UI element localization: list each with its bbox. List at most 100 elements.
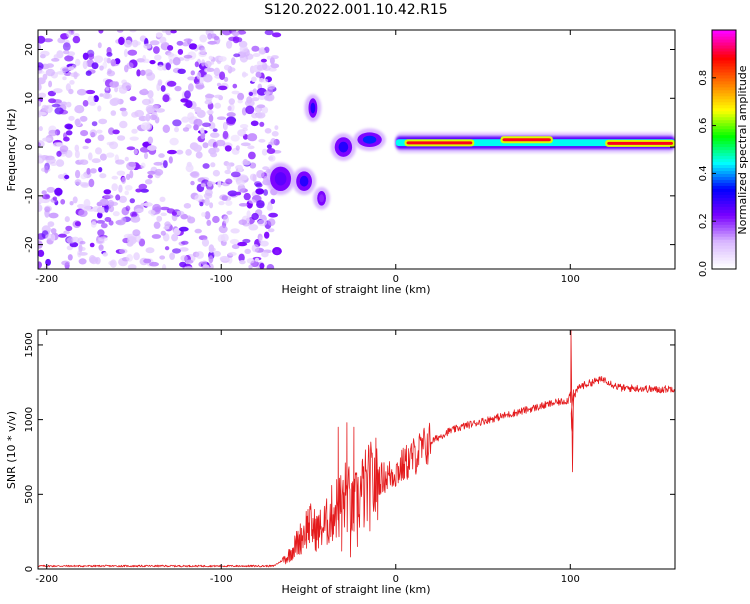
noise-speckle [147,170,156,175]
noise-speckle [73,71,78,80]
noise-speckle [209,202,214,209]
noise-speckle [166,80,177,87]
noise-speckle [129,198,135,204]
noise-speckle [226,119,236,126]
noise-speckle [161,30,167,33]
noise-speckle [133,252,140,261]
blob-core [319,194,324,203]
noise-speckle [112,129,120,135]
noise-speckle [38,126,43,132]
noise-speckle [179,247,189,252]
noise-speckle [111,175,119,180]
noise-speckle [264,231,270,239]
noise-speckle [62,50,70,55]
colorbar-segment [712,224,736,228]
y-tick-label: 500 [24,485,35,504]
noise-speckle [235,37,243,43]
noise-speckle [180,255,188,262]
noise-speckle [140,122,151,131]
colorbar-tick-label: 0.4 [698,165,709,181]
noise-speckle [154,54,162,61]
noise-speckle [56,142,64,147]
colorbar-segment [712,200,736,204]
noise-speckle [251,76,257,83]
noise-speckle [97,229,105,237]
noise-speckle [61,260,70,266]
noise-speckle [110,59,117,67]
noise-speckle [242,127,248,132]
noise-speckle [202,142,209,149]
noise-speckle [129,136,139,141]
noise-speckle [163,226,170,230]
noise-speckle [264,91,271,96]
noise-speckle [82,52,89,60]
colorbar-segment [712,167,736,172]
x-tick-label: 100 [561,574,580,585]
noise-speckle [52,88,63,94]
noise-speckle [242,238,251,244]
noise-speckle [90,221,97,228]
colorbar-segment [712,173,736,177]
snr-x-axis-label: Height of straight line (km) [281,583,430,596]
noise-speckle [226,162,232,171]
core-inner [502,138,551,142]
noise-speckle [223,215,229,224]
colorbar-segment [712,254,736,258]
blob-core [310,102,316,114]
colorbar-segment [712,215,736,219]
noise-speckle [248,264,253,269]
noise-speckle [71,64,77,70]
noise-speckle [120,217,127,224]
noise-speckle [270,138,277,146]
noise-speckle [194,106,202,113]
colorbar-segment [712,170,736,174]
colorbar-segment [712,221,736,225]
noise-speckle [264,95,269,101]
noise-speckle [151,234,162,239]
noise-speckle [262,166,269,171]
noise-speckle [258,236,263,244]
noise-speckle [46,157,56,164]
noise-speckle [258,138,266,143]
noise-speckle [194,194,204,202]
colorbar-segment [712,44,736,49]
noise-speckle [119,120,128,129]
noise-speckle [147,90,154,99]
noise-speckle [108,260,116,266]
noise-speckle [165,30,172,36]
noise-speckle [256,104,266,109]
blob-core [274,172,287,186]
noise-speckle [177,48,184,55]
noise-speckle [201,212,206,217]
colorbar-segment [712,203,736,207]
noise-speckle [185,259,194,264]
noise-speckle [38,204,43,212]
noise-speckle [91,158,101,164]
noise-speckle [64,55,74,62]
noise-speckle [45,68,55,77]
snr-y-axis-label: SNR (10 * v/v) [5,411,18,489]
noise-speckle [141,98,151,106]
noise-speckle [247,133,258,142]
noise-speckle [80,173,87,180]
noise-speckle [183,203,192,209]
noise-speckle [134,109,145,118]
colorbar-segment [712,128,736,133]
noise-speckle [244,248,251,254]
noise-speckle [188,83,194,92]
noise-speckle [266,204,273,211]
noise-speckle [48,80,53,88]
noise-speckle [251,244,260,253]
noise-speckle [147,145,157,151]
noise-speckle [107,68,112,75]
noise-speckle [138,183,148,190]
heatmap-feature-blob [266,162,296,195]
noise-speckle [208,255,214,264]
noise-speckle [65,83,71,92]
noise-speckle [205,94,215,99]
noise-speckle [129,30,137,33]
noise-speckle [216,82,222,87]
noise-speckle [129,96,137,102]
noise-speckle [233,53,241,58]
noise-speckle [194,228,202,234]
